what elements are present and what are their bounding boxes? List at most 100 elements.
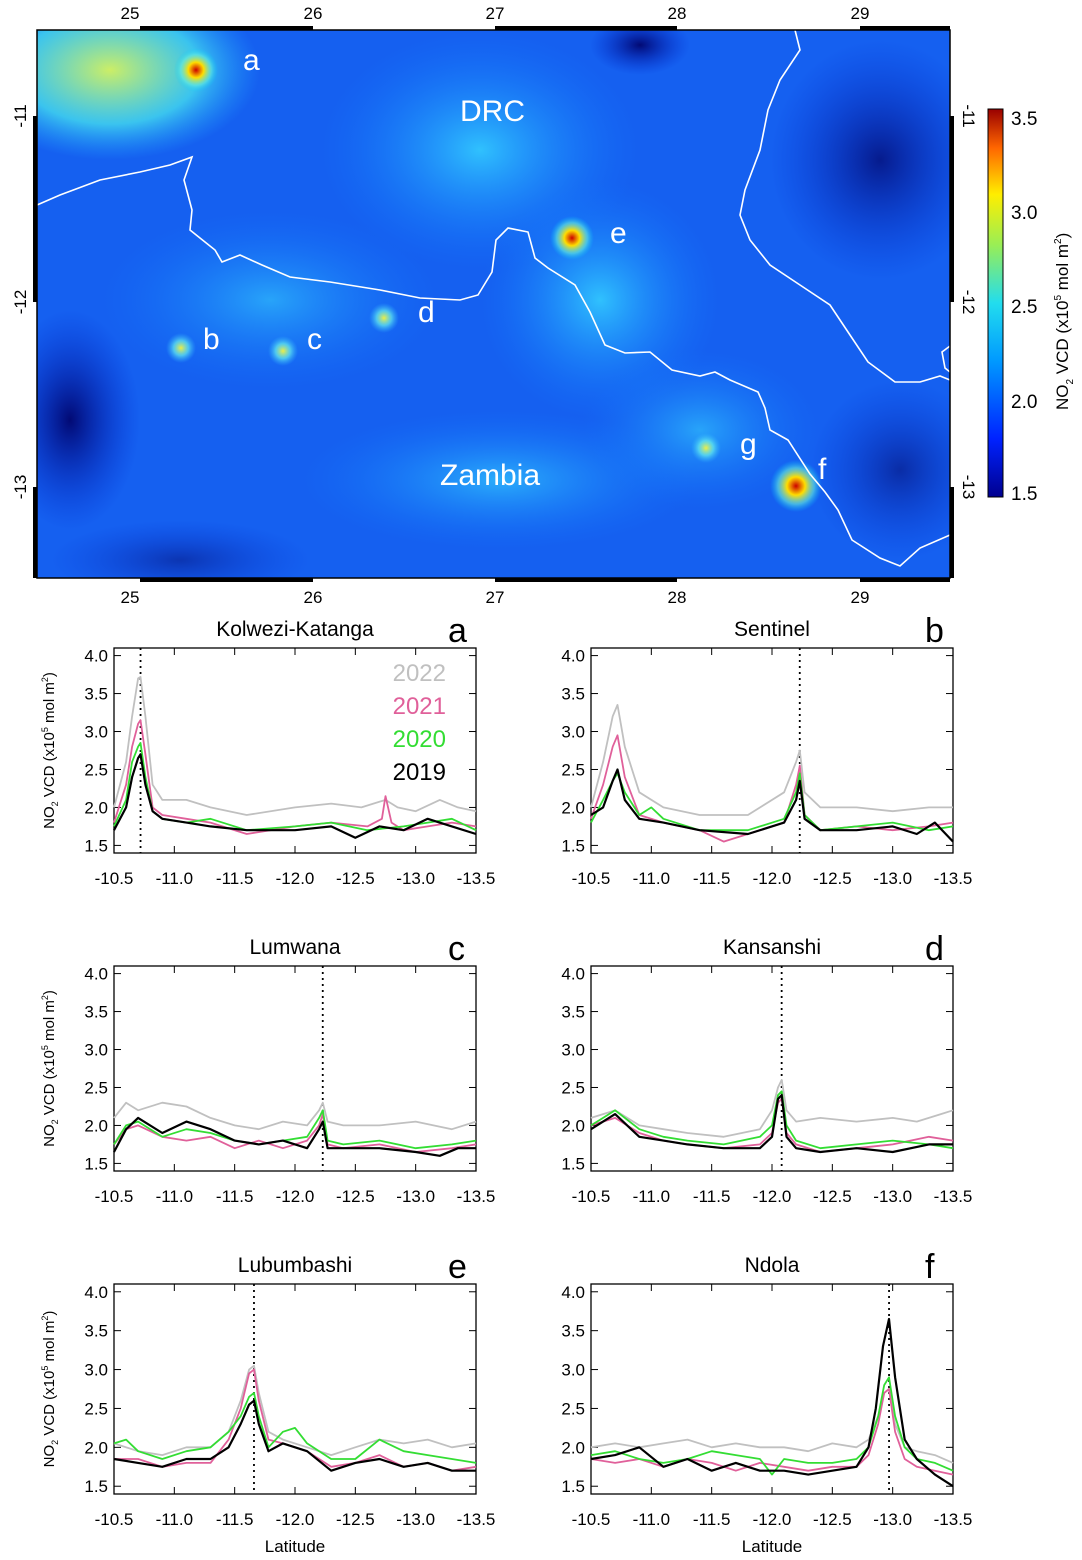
y-tick-label: 3.5 — [84, 685, 108, 704]
series-line-2019 — [590, 1094, 953, 1154]
y-tick-label: 3.0 — [84, 1361, 108, 1380]
map-axis-band — [950, 116, 954, 302]
y-tick-label: 1.5 — [561, 1477, 585, 1496]
y-tick-label: 3.5 — [561, 1322, 585, 1341]
map-axis-band — [495, 26, 677, 30]
x-tick-label: -13.0 — [396, 1187, 435, 1206]
panel-title: Lumwana — [249, 936, 340, 959]
panel-title: Kansanshi — [723, 936, 821, 959]
hotspot-a — [174, 48, 218, 92]
map-axis-band — [33, 116, 37, 302]
site-letter-g: g — [740, 428, 757, 461]
series-line-2019 — [113, 1116, 476, 1157]
legend-entry-2020: 2020 — [393, 726, 446, 753]
x-tick-label: -11.0 — [156, 869, 194, 888]
series-line-2021 — [113, 1113, 477, 1153]
y-tick-label: 2.5 — [84, 1399, 108, 1418]
y-tick-label: 2.5 — [84, 1078, 108, 1097]
x-tick-label: -10.5 — [572, 1510, 611, 1529]
x-tick-label: -13.5 — [457, 1510, 496, 1529]
x-tick-label: -12.5 — [813, 1187, 852, 1206]
series-line-2020 — [590, 1090, 954, 1150]
y-tick-label: 4.0 — [561, 647, 585, 666]
y-tick-label: 2.0 — [561, 1116, 585, 1135]
map-axis-band — [33, 487, 37, 578]
x-tick-label: -12.0 — [276, 1510, 315, 1529]
legend-entry-2021: 2021 — [393, 693, 446, 720]
series-line-2021 — [114, 1368, 477, 1472]
y-tick-label: 2.0 — [561, 798, 585, 817]
panel-e: -10.5 -11.0 -11.5 -12.0 -12.5 -13.0 -13.5 1.5 2.… — [40, 1248, 495, 1556]
map-labels: DRC Zambia a b c d e f g — [203, 44, 827, 492]
colorbar-tick: 3.5 — [1011, 109, 1037, 130]
panel-frame — [590, 965, 954, 1172]
y-axis-label: NO2 VCD (x105 mol m2) — [40, 990, 60, 1147]
panel-frame — [113, 1283, 477, 1495]
map-heatmap — [37, 30, 950, 578]
x-tick-label: -12.5 — [813, 1510, 852, 1529]
map-x-tick-label: 29 — [851, 588, 870, 607]
colorbar-gradient — [987, 108, 1004, 498]
x-tick-label: -11.0 — [156, 1187, 194, 1206]
panel-f: -10.5 -11.0 -11.5 -12.0 -12.5 -13.0 -13.5 1.5 2.… — [561, 1248, 972, 1556]
site-letter-a: a — [243, 44, 260, 77]
series-line-2019 — [590, 768, 954, 843]
x-tick-label: -11.5 — [216, 869, 254, 888]
y-tick-label: 3.5 — [561, 1003, 585, 1022]
x-tick-label: -10.5 — [572, 1187, 611, 1206]
map-x-tick-label: 29 — [851, 4, 870, 23]
y-tick-label: 3.0 — [84, 1041, 108, 1060]
y-tick-label: 3.5 — [84, 1003, 108, 1022]
map-x-tick-label: 27 — [486, 588, 505, 607]
x-tick-label: -10.5 — [572, 869, 611, 888]
region-label-zambia: Zambia — [440, 459, 540, 492]
x-tick-label: -11.5 — [693, 869, 731, 888]
series-line-2022 — [590, 1079, 954, 1138]
hotspot-e — [550, 216, 594, 260]
panel-letter: f — [925, 1248, 935, 1286]
colorbar: 3.5 3.0 2.5 2.0 1.5 NO2 VCD (x105 mol m2… — [987, 108, 1076, 505]
map-axis-band — [495, 578, 677, 582]
x-tick-label: -13.0 — [873, 1510, 912, 1529]
x-tick-label: -12.0 — [753, 1510, 792, 1529]
x-tick-label: -13.5 — [934, 869, 973, 888]
site-letter-e: e — [610, 217, 627, 250]
series-line-2020 — [113, 742, 477, 832]
x-tick-label: -12.5 — [813, 869, 852, 888]
colorbar-tick: 3.0 — [1011, 203, 1037, 224]
legend-entry-2022: 2022 — [393, 660, 446, 687]
map-y-tick-label: -12 — [959, 290, 978, 315]
series-line-2019 — [113, 1399, 476, 1472]
y-tick-label: 4.0 — [84, 965, 108, 984]
map-x-tick-label: 28 — [668, 588, 687, 607]
x-tick-label: -13.5 — [457, 869, 496, 888]
x-tick-label: -11.0 — [633, 1510, 671, 1529]
series-line-2020 — [590, 1376, 954, 1476]
y-tick-label: 4.0 — [84, 1283, 108, 1302]
y-tick-label: 3.5 — [561, 685, 585, 704]
latitude-profile-panels: -10.5 -11.0 -11.5 -12.0 -12.5 -13.0 -13.5 1.5 2.… — [40, 612, 972, 1556]
x-tick-label: -13.0 — [396, 869, 435, 888]
x-tick-label: -12.0 — [276, 1187, 315, 1206]
x-tick-label: -11.5 — [216, 1187, 254, 1206]
panel-title: Lubumbashi — [238, 1254, 352, 1277]
y-axis-label: NO2 VCD (x105 mol m2) — [40, 672, 60, 829]
y-tick-label: 2.5 — [84, 760, 108, 779]
y-tick-label: 4.0 — [84, 647, 108, 666]
site-letter-d: d — [418, 296, 435, 329]
x-tick-label: -13.0 — [873, 1187, 912, 1206]
y-tick-label: 3.0 — [561, 723, 585, 742]
y-tick-label: 3.0 — [561, 1361, 585, 1380]
x-tick-label: -13.5 — [934, 1510, 973, 1529]
y-tick-label: 2.0 — [84, 798, 108, 817]
y-tick-label: 2.0 — [84, 1438, 108, 1457]
map-y-tick-label: -13 — [11, 475, 30, 500]
map-x-tick-label: 26 — [304, 588, 323, 607]
colorbar-title: NO2 VCD (x105 mol m2) — [1053, 233, 1076, 410]
y-tick-label: 2.0 — [84, 1116, 108, 1135]
panel-a: -10.5 -11.0 -11.5 -12.0 -12.5 -13.0 -13.5 1.5 2.… — [40, 612, 495, 888]
series-line-2022 — [113, 676, 477, 816]
map-x-tick-label: 27 — [486, 4, 505, 23]
map-y-tick-label: -12 — [11, 290, 30, 315]
